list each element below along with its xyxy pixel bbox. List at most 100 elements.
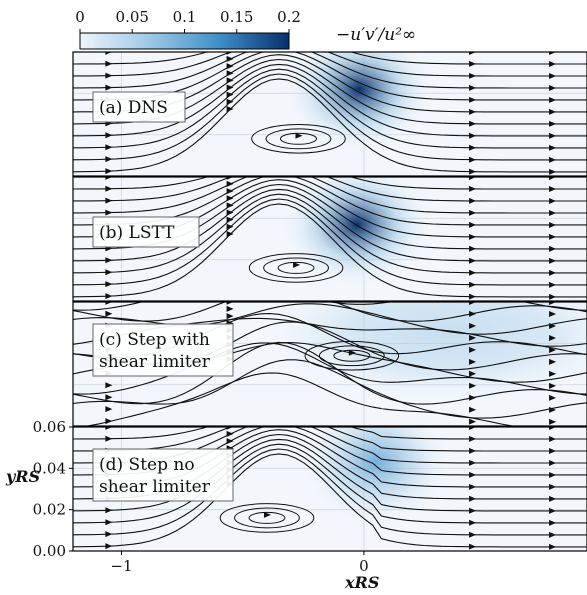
streamline-arrow <box>469 221 477 228</box>
panel-label: (a) DNS <box>99 98 168 118</box>
colorbar-tick-label: 0.2 <box>277 8 301 26</box>
streamline <box>73 73 587 161</box>
streamline-arrow <box>549 427 557 430</box>
stress-contour <box>281 177 432 287</box>
vortex-streamline <box>248 253 344 283</box>
streamline-arrow <box>469 177 476 180</box>
streamline-arrow <box>105 418 113 425</box>
streamline <box>73 427 587 440</box>
streamline-arrow <box>469 293 477 300</box>
streamline-arrow <box>105 394 113 401</box>
colorbar-bar <box>79 32 290 50</box>
streamline <box>73 52 587 77</box>
streamline-arrow <box>469 519 477 526</box>
streamline-arrow <box>469 310 477 317</box>
streamline-arrow <box>226 230 234 237</box>
streamline-arrow <box>226 216 234 223</box>
streamline-arrow <box>105 84 113 91</box>
streamline-arrow <box>549 144 557 151</box>
streamline-arrow <box>549 543 557 550</box>
streamline-arrow <box>105 519 113 526</box>
streamline-arrow <box>105 543 113 550</box>
streamline-arrow <box>226 438 234 445</box>
streamline <box>73 302 587 322</box>
streamline-arrow <box>549 60 557 67</box>
colorbar-label: −u′v′/u²∞ <box>336 25 416 45</box>
streamline-arrow <box>549 185 557 192</box>
streamline-arrow <box>549 108 557 115</box>
streamline-arrow <box>549 302 557 305</box>
streamline-arrow <box>469 427 476 430</box>
streamline-arrow <box>549 310 557 317</box>
streamline-arrow <box>549 293 557 300</box>
streamline-arrow <box>226 195 234 202</box>
stress-contour <box>284 52 435 152</box>
colorbar-tick-label: 0.05 <box>116 8 149 26</box>
panel: (b) LSTT <box>72 176 587 302</box>
x-tick-label: 0 <box>359 557 369 575</box>
streamline-arrow <box>226 84 234 91</box>
streamline-arrow <box>469 269 477 276</box>
streamline-arrow <box>549 245 557 252</box>
streamline-arrow <box>105 310 113 317</box>
streamline-arrow <box>469 108 477 115</box>
streamline-arrow <box>469 144 477 151</box>
streamline <box>73 193 587 274</box>
streamline-arrow <box>469 406 477 413</box>
streamline-arrow <box>226 77 234 84</box>
panel-label-box <box>92 216 200 248</box>
streamline <box>84 372 516 426</box>
streamline <box>73 177 587 202</box>
vortex-streamline <box>248 511 286 524</box>
streamline-arrow <box>105 168 113 175</box>
streamline-arrow <box>469 358 477 365</box>
panel-label: (b) LSTT <box>99 223 175 243</box>
stress-contour <box>301 427 452 525</box>
streamline-arrow <box>549 459 557 466</box>
streamline-arrow <box>549 382 557 389</box>
vortex-arrow <box>348 349 356 356</box>
streamline-arrow <box>469 257 477 264</box>
streamline <box>73 198 587 286</box>
streamline-arrow <box>226 188 234 195</box>
streamline-arrow <box>105 302 112 305</box>
panel-label: shear limiter <box>99 352 211 372</box>
x-tick-label: −1 <box>110 557 132 575</box>
streamline-arrow <box>469 168 477 175</box>
vortex-streamline <box>304 340 400 371</box>
streamline-arrow <box>469 197 477 204</box>
vortex-arrow <box>263 511 271 518</box>
streamline-arrow <box>469 370 477 377</box>
streamline-arrow <box>549 495 557 502</box>
streamline-arrow <box>105 177 112 180</box>
streamline-arrow <box>549 435 557 442</box>
streamline-arrow <box>469 531 477 538</box>
streamline-arrow <box>549 269 557 276</box>
streamline-arrow <box>226 209 234 216</box>
streamline-arrow <box>105 72 113 79</box>
streamline-arrow <box>469 435 477 442</box>
streamline-arrow <box>469 281 477 288</box>
streamline-arrow <box>469 96 477 103</box>
streamline-arrow <box>469 394 477 401</box>
streamline-arrow <box>549 281 557 288</box>
streamline-arrow <box>469 72 477 79</box>
streamline-arrow <box>469 185 477 192</box>
axes: 0.00 0.02 0.04 0.06 −1 0 <box>33 418 369 575</box>
streamline-arrow <box>469 132 477 139</box>
streamline-arrow <box>549 346 557 353</box>
streamline-arrow <box>549 447 557 454</box>
streamline-arrow <box>105 197 113 204</box>
streamline-arrow <box>469 471 477 478</box>
vortex-streamline <box>234 507 300 529</box>
streamline-arrow <box>105 269 113 276</box>
streamline-arrow <box>226 177 234 180</box>
streamline-arrow <box>105 281 113 288</box>
streamline <box>73 188 587 262</box>
streamline-arrow <box>549 84 557 91</box>
vortex-streamline <box>265 128 332 150</box>
colorbar-tick-label: 0.1 <box>173 8 197 26</box>
streamline <box>73 443 587 524</box>
